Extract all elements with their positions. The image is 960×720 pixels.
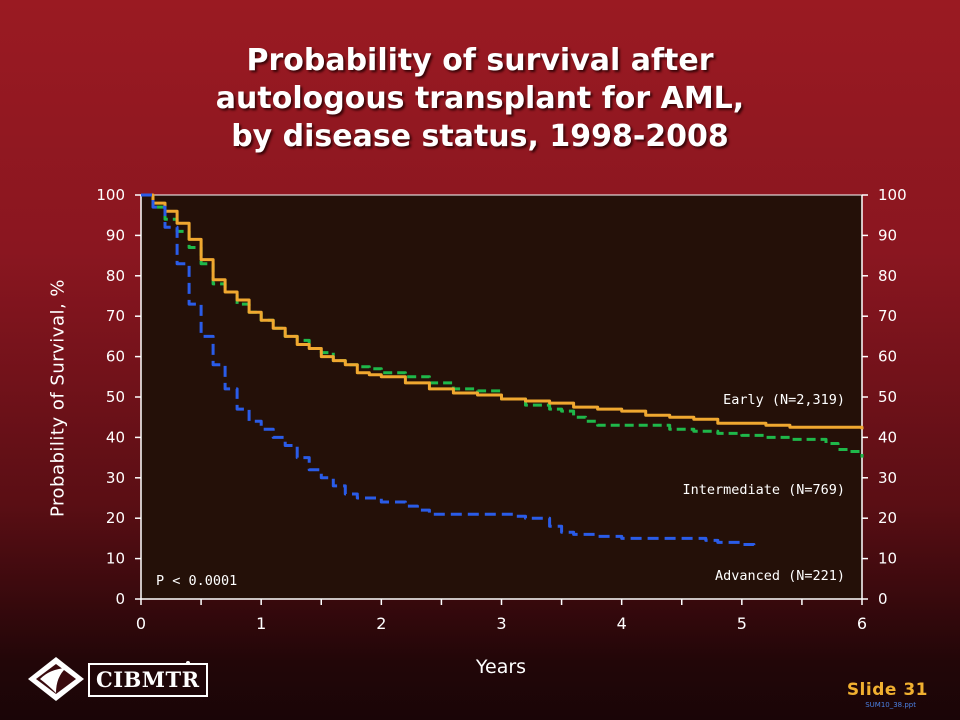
title-line-2: autologous transplant for AML, [215,81,745,116]
y-tick-label-left: 10 [106,550,125,568]
x-tick-label: 2 [376,614,386,633]
y-tick-label-right: 100 [878,186,907,204]
y-tick-label-right: 70 [878,307,897,325]
x-tick-label: 3 [496,614,506,633]
y-tick-label-left: 90 [106,226,125,244]
y-axis-label: Probability of Survival, % [47,278,69,518]
series-label-intermediate: Intermediate (N=769) [682,482,845,498]
x-tick-label: 0 [136,614,146,633]
y-tick-label-left: 60 [106,348,125,366]
y-tick-label-right: 0 [878,590,888,608]
x-tick-label: 5 [737,614,747,633]
series-label-early: Early (N=2,319) [723,392,845,408]
cibmtr-logo: CIBMTR [26,655,208,703]
y-tick-label-left: 0 [115,590,125,608]
y-tick-label-right: 30 [878,469,897,487]
y-tick-label-left: 50 [106,388,125,406]
y-tick-label-left: 40 [106,428,125,446]
y-tick-label-left: 20 [106,509,125,527]
title-line-1: Probability of survival after [246,43,714,78]
p-value-annotation: P < 0.0001 [156,573,237,589]
file-name: SUM10_38.ppt [865,701,916,709]
series-line-advanced [141,193,756,547]
series-label-advanced: Advanced (N=221) [715,568,845,584]
y-tick-label-left: 80 [106,267,125,285]
y-tick-label-left: 100 [96,186,125,204]
slide-number: Slide 31 [846,680,928,700]
y-tick-label-right: 60 [878,348,897,366]
y-tick-label-right: 20 [878,509,897,527]
logo-registered-mark [186,661,190,665]
logo-text: CIBMTR [88,663,208,697]
slide-title: Probability of survival after autologous… [0,42,960,156]
y-tick-label-right: 50 [878,388,897,406]
y-tick-label-right: 10 [878,550,897,568]
x-tick-label: 4 [617,614,627,633]
cibmtr-logo-icon [28,657,84,701]
title-line-3: by disease status, 1998-2008 [231,119,729,154]
x-tick-label: 6 [857,614,867,633]
y-tick-label-right: 40 [878,428,897,446]
y-tick-label-left: 30 [106,469,125,487]
series-line-early [141,193,864,430]
y-tick-label-right: 80 [878,267,897,285]
x-tick-label: 1 [256,614,266,633]
y-tick-label-right: 90 [878,226,897,244]
y-tick-label-left: 70 [106,307,125,325]
x-axis-label: Years [475,656,527,678]
